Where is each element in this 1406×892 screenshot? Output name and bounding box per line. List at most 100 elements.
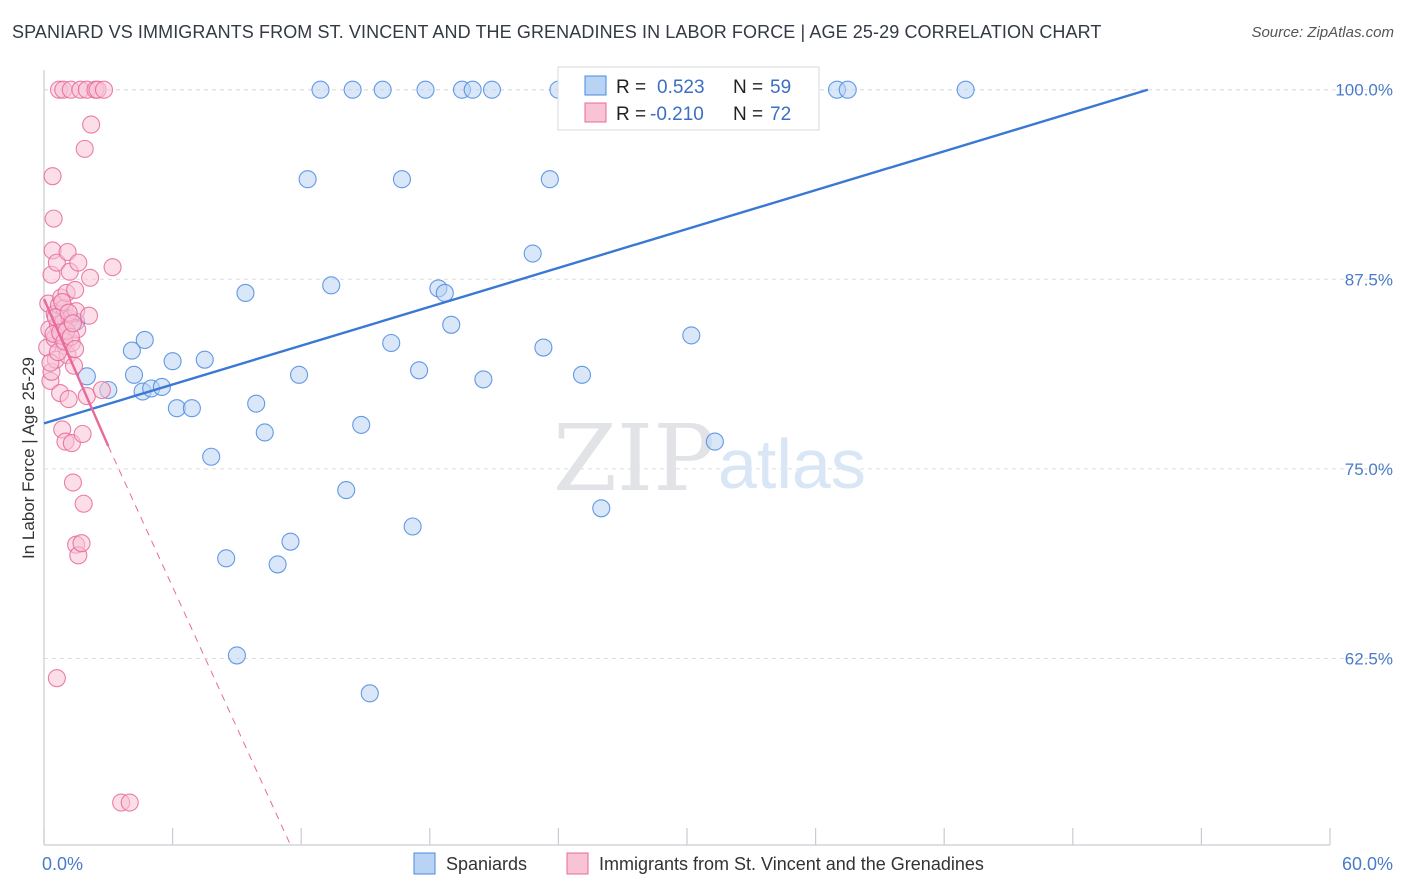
legend-r-label-2: R = bbox=[616, 104, 646, 125]
point-spaniards-34 bbox=[392, 170, 411, 189]
point-spaniards-36 bbox=[410, 361, 429, 380]
point-spaniards-19 bbox=[236, 283, 255, 302]
point-spaniards-45 bbox=[523, 244, 542, 263]
point-immigrants-46 bbox=[74, 494, 93, 513]
legend-swatch-pink bbox=[584, 102, 607, 123]
point-spaniards-25 bbox=[298, 170, 317, 189]
legend-r-label-1: R = bbox=[616, 77, 646, 98]
point-spaniards-6 bbox=[122, 341, 141, 360]
point-spaniards-57 bbox=[838, 80, 857, 99]
point-spaniards-15 bbox=[195, 350, 214, 369]
x-tick-label-max: 60.0% bbox=[1342, 854, 1393, 874]
y-tick-label-2: 87.5% bbox=[1345, 270, 1393, 289]
point-immigrants-57 bbox=[103, 258, 122, 277]
bottom-legend-swatch-immigrants bbox=[566, 852, 589, 875]
point-spaniards-23 bbox=[281, 532, 300, 551]
point-spaniards-18 bbox=[227, 646, 246, 665]
point-spaniards-49 bbox=[572, 365, 592, 384]
point-immigrants-59 bbox=[120, 793, 139, 812]
point-spaniards-37 bbox=[416, 80, 435, 99]
y-tick-labels: 62.5% 75.0% 87.5% 100.0% bbox=[1335, 81, 1393, 669]
point-immigrants-35 bbox=[63, 473, 82, 492]
point-spaniards-16 bbox=[202, 447, 221, 466]
point-spaniards-21 bbox=[255, 423, 274, 442]
trendline-1 bbox=[42, 298, 110, 447]
y-tick-label-1: 75.0% bbox=[1345, 460, 1393, 479]
point-spaniards-46 bbox=[534, 338, 553, 357]
point-immigrants-51 bbox=[81, 268, 100, 287]
legend-swatch-blue bbox=[584, 75, 607, 96]
gridlines bbox=[44, 89, 1393, 659]
watermark-atlas: atlas bbox=[718, 425, 866, 503]
point-spaniards-47 bbox=[540, 170, 559, 189]
point-spaniards-12 bbox=[163, 352, 182, 371]
point-immigrants-29 bbox=[59, 390, 78, 409]
point-spaniards-52 bbox=[705, 432, 724, 451]
point-immigrants-41 bbox=[69, 253, 88, 272]
point-spaniards-27 bbox=[322, 276, 341, 295]
chart-title: SPANIARD VS IMMIGRANTS FROM ST. VINCENT … bbox=[12, 22, 1102, 42]
point-immigrants-27 bbox=[58, 242, 77, 262]
bottom-legend-label-spaniards: Spaniards bbox=[446, 854, 527, 874]
point-spaniards-42 bbox=[463, 80, 482, 99]
point-immigrants-44 bbox=[72, 534, 91, 553]
source-label: Source: ZipAtlas.com bbox=[1251, 24, 1394, 41]
point-spaniards-33 bbox=[382, 333, 401, 353]
legend-n-value-1: 59 bbox=[770, 77, 791, 98]
legend-n-label-1: N = bbox=[733, 77, 763, 98]
point-spaniards-13 bbox=[167, 399, 186, 418]
point-immigrants-12 bbox=[47, 253, 66, 272]
point-spaniards-24 bbox=[290, 365, 309, 384]
point-spaniards-9 bbox=[135, 330, 154, 350]
bottom-legend-swatch-spaniards bbox=[413, 852, 436, 875]
point-spaniards-58 bbox=[956, 80, 975, 99]
series-immigrants bbox=[38, 80, 139, 812]
point-immigrants-56 bbox=[94, 80, 114, 99]
point-immigrants-55 bbox=[92, 380, 111, 400]
point-spaniards-14 bbox=[182, 399, 201, 418]
point-immigrants-50 bbox=[79, 306, 99, 325]
point-spaniards-51 bbox=[682, 326, 701, 345]
x-tick-label-min: 0.0% bbox=[42, 854, 83, 874]
point-spaniards-43 bbox=[474, 370, 493, 389]
point-immigrants-47 bbox=[75, 139, 94, 158]
legend-r-value-1: 0.523 bbox=[657, 77, 705, 98]
point-immigrants-70 bbox=[63, 314, 82, 333]
trendline-2 bbox=[107, 445, 291, 846]
legend-n-value-2: 72 bbox=[770, 104, 791, 125]
point-spaniards-7 bbox=[124, 365, 144, 384]
point-spaniards-32 bbox=[373, 80, 392, 99]
point-spaniards-17 bbox=[217, 549, 236, 568]
point-immigrants-7 bbox=[43, 167, 62, 186]
point-spaniards-20 bbox=[247, 394, 266, 413]
trendlines bbox=[42, 88, 1149, 846]
legend-n-label-2: N = bbox=[733, 104, 763, 125]
point-immigrants-13 bbox=[47, 669, 66, 688]
point-spaniards-26 bbox=[311, 80, 330, 99]
point-spaniards-44 bbox=[482, 80, 502, 99]
x-ticks bbox=[43, 828, 1331, 845]
legend-r-value-2: -0.210 bbox=[650, 104, 704, 125]
watermark-zip: ZIP bbox=[553, 405, 715, 512]
point-spaniards-29 bbox=[343, 80, 362, 99]
point-spaniards-22 bbox=[268, 555, 287, 574]
y-tick-label-0: 62.5% bbox=[1345, 649, 1393, 668]
y-axis-title: In Labor Force | Age 25-29 bbox=[19, 357, 38, 559]
trendline-0 bbox=[43, 88, 1149, 425]
point-spaniards-30 bbox=[352, 415, 371, 434]
point-spaniards-39 bbox=[435, 283, 454, 302]
series-spaniards bbox=[52, 80, 975, 703]
bottom-legend: Spaniards Immigrants from St. Vincent an… bbox=[413, 852, 984, 875]
point-immigrants-8 bbox=[44, 209, 63, 228]
point-spaniards-35 bbox=[403, 517, 422, 536]
point-immigrants-52 bbox=[82, 115, 101, 134]
legend-box: R = 0.523 N = 59 R = -0.210 N = 72 bbox=[557, 66, 820, 131]
point-immigrants-37 bbox=[66, 280, 85, 299]
point-spaniards-28 bbox=[337, 481, 356, 500]
point-immigrants-45 bbox=[73, 424, 92, 444]
point-spaniards-40 bbox=[442, 315, 461, 334]
bottom-legend-label-immigrants: Immigrants from St. Vincent and the Gren… bbox=[599, 854, 984, 874]
y-tick-label-3: 100.0% bbox=[1335, 81, 1393, 100]
point-spaniards-50 bbox=[592, 499, 611, 518]
